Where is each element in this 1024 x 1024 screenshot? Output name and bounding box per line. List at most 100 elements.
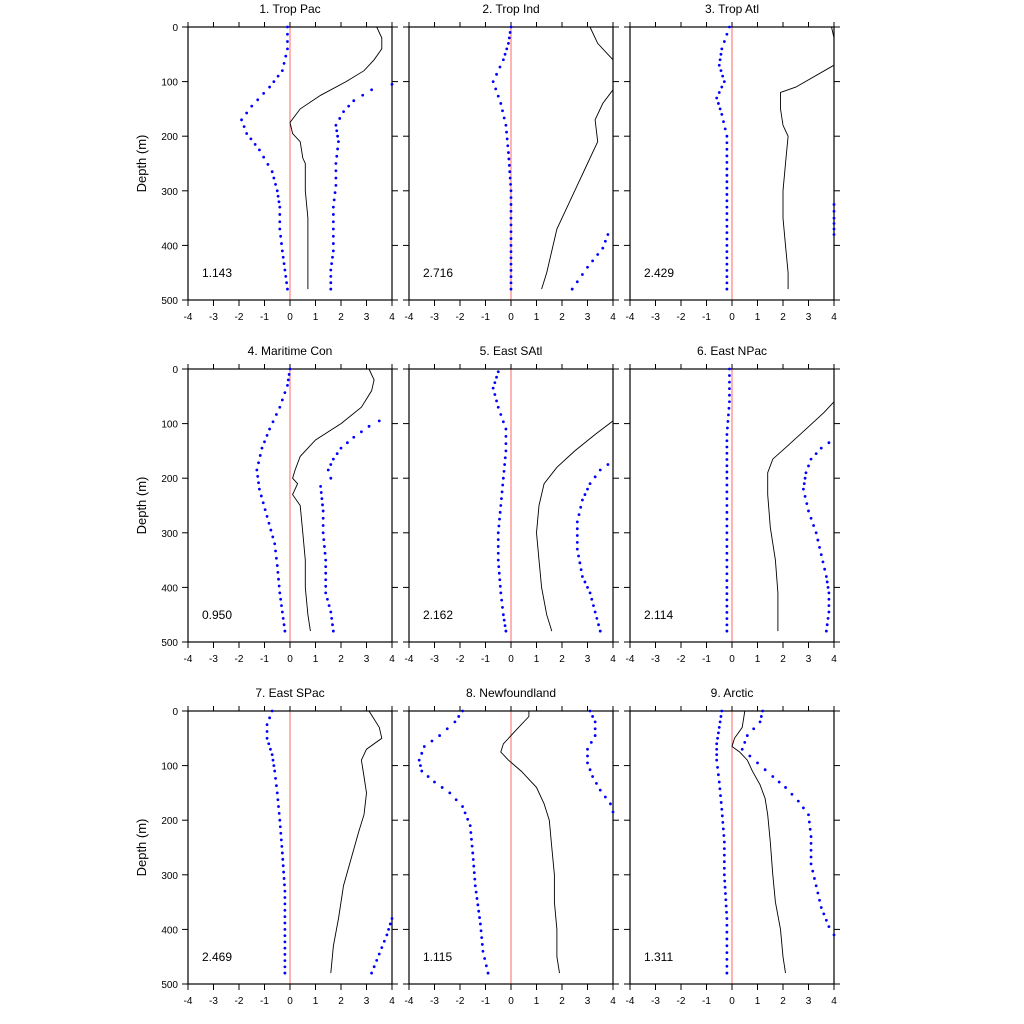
dot-point [257,481,260,485]
dot-point [509,230,513,234]
dot-point [275,556,278,560]
dot-point [499,102,503,105]
dot-point [331,205,335,209]
dot-point [274,183,277,186]
dot-point [496,531,500,535]
dot-point [473,877,477,881]
y-tick-label: 100 [161,762,178,773]
x-tick-label: 4 [831,312,837,323]
dot-point [273,542,277,546]
dot-point [725,237,729,241]
dot-point [336,134,339,138]
y-axis-label: Depth (m) [134,819,149,877]
dot-point [748,754,752,758]
dot-point [509,183,512,186]
dot-point [329,281,333,285]
x-tick-label: -4 [184,312,193,323]
dot-point [280,249,284,253]
dot-point [281,255,285,259]
dot-point [500,490,504,494]
dot-point [592,604,595,607]
dotted-profile-right [586,709,615,814]
dot-point [579,568,583,572]
dot-point [832,233,836,236]
dot-point [725,604,729,608]
dot-point [334,176,338,180]
dot-point [725,256,729,260]
dot-point [263,508,267,511]
dotted-profile-right [832,203,836,236]
dot-point [333,191,337,195]
dotted-profile-left [491,25,513,291]
dot-point [575,280,579,284]
dot-point [497,524,501,528]
dot-point [461,805,464,808]
dot-point [597,623,600,627]
dot-point [595,781,598,785]
dot-point [497,565,501,569]
dot-point [256,474,260,478]
dot-point [728,393,731,397]
dot-point [784,786,787,789]
dot-point [493,393,497,396]
dot-point [824,575,828,578]
y-tick-label: 500 [161,980,178,991]
dot-point [807,509,810,513]
dot-point [715,742,719,746]
dot-point [329,274,333,278]
dot-point [505,137,509,141]
dot-point [469,831,473,834]
dot-point [283,915,287,919]
dot-point [321,516,325,520]
dot-point [502,116,506,120]
x-tick-label: -1 [481,996,490,1007]
dot-point [498,584,502,588]
dot-point [725,538,729,542]
dot-point [326,468,330,472]
dot-point [508,170,512,174]
x-tick-label: -4 [405,312,414,323]
dot-point [472,864,476,868]
profile-line [541,26,614,290]
dot-point [377,952,381,956]
dot-point [725,231,729,235]
dot-point [725,205,729,209]
dot-point [725,944,729,948]
dot-point [725,910,728,914]
dotted-profile-right [329,82,394,291]
dot-point [809,516,813,520]
dot-point [283,391,287,395]
dot-point [725,218,729,222]
dot-point [345,441,349,445]
dot-point [588,768,592,772]
dot-point [728,380,731,384]
dot-point [721,74,725,78]
dot-point [272,80,276,83]
dot-point [496,538,500,542]
x-tick-label: 2 [559,654,565,665]
dot-point [283,902,287,906]
dot-point [483,957,487,960]
dot-point [570,287,574,291]
panel-title: 8. Newfoundland [466,686,556,700]
dot-point [575,547,579,551]
dot-point [777,780,781,784]
y-tick-label: 200 [161,474,178,485]
dot-point [603,795,607,799]
dot-point [275,413,278,416]
dot-point [278,227,282,231]
dot-point [279,597,283,601]
dot-point [808,827,812,831]
dot-point [725,951,729,955]
dot-point [719,715,723,718]
dot-point [505,130,508,134]
dot-point [273,769,277,773]
dot-point [586,754,589,758]
dot-point [826,616,830,620]
dot-point [283,934,287,938]
dot-point [283,629,287,633]
dot-point [321,524,325,527]
dot-point [722,40,726,43]
x-tick-label: 3 [806,312,812,323]
dot-point [720,47,724,51]
